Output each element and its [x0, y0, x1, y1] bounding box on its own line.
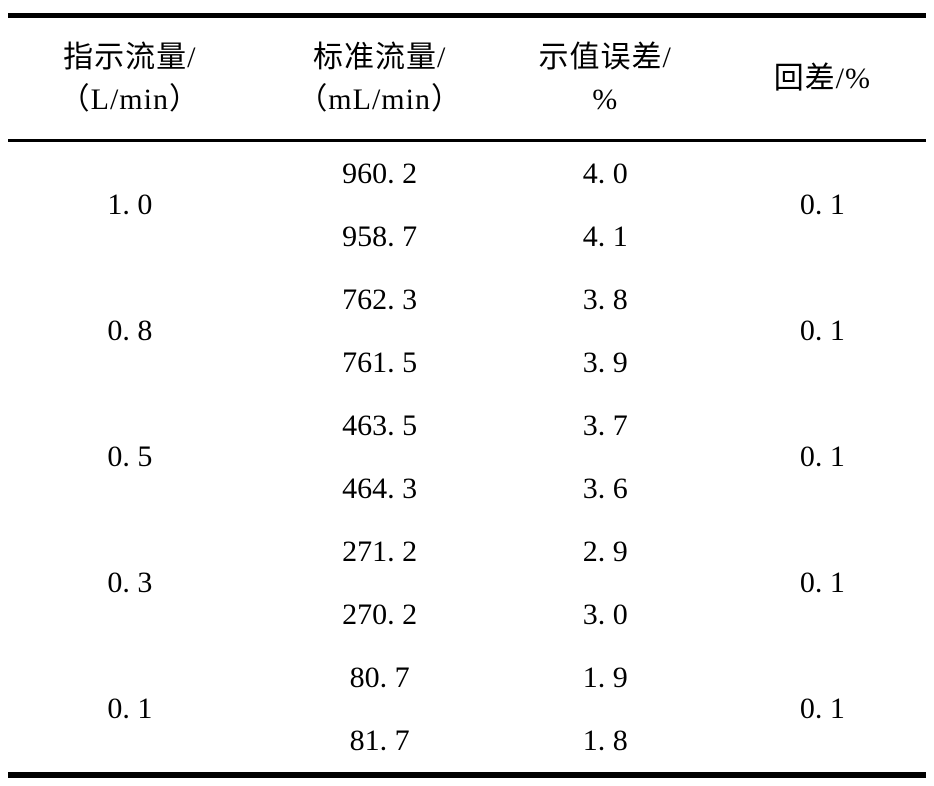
indication-error-cell: 2. 9 3. 0 [500, 520, 711, 646]
indicated-flow-value: 0. 5 [107, 440, 153, 473]
indication-error-cell: 4. 0 4. 1 [500, 142, 711, 268]
standard-flow-cell: 960. 2 958. 7 [260, 142, 500, 268]
top-margin [0, 0, 934, 13]
indicated-flow-value: 0. 3 [107, 566, 153, 599]
header-hysteresis-title: 回差/% [773, 61, 872, 95]
standard-flow-value: 762. 3 [342, 282, 418, 316]
standard-flow-cell: 762. 3 761. 5 [260, 268, 500, 394]
indicated-flow-cell: 0. 5 [0, 394, 260, 520]
hysteresis-value: 0. 1 [799, 692, 845, 725]
standard-flow-value: 958. 7 [342, 219, 418, 253]
hysteresis-cell: 0. 1 [711, 646, 934, 772]
hysteresis-cell: 0. 1 [711, 394, 934, 520]
standard-flow-value: 80. 7 [349, 660, 410, 694]
indicated-flow-cell: 0. 1 [0, 646, 260, 772]
hysteresis-value: 0. 1 [799, 188, 845, 221]
header-indication-error-title: 示值误差/ [538, 40, 672, 74]
table-header-row: 指示流量/ （L/min） 标准流量/ （mL/min） 示值误差/ % 回差/… [0, 18, 934, 139]
indication-error-value: 3. 8 [582, 282, 628, 316]
header-indicated-flow: 指示流量/ （L/min） [0, 18, 260, 139]
indication-error-value: 3. 0 [582, 597, 628, 631]
header-hysteresis: 回差/% [711, 18, 934, 139]
standard-flow-cell: 271. 2 270. 2 [260, 520, 500, 646]
header-indicated-flow-unit: （L/min） [59, 82, 200, 116]
hysteresis-value: 0. 1 [799, 440, 845, 473]
table-bottom-rule [8, 772, 926, 778]
indication-error-cell: 1. 9 1. 8 [500, 646, 711, 772]
hysteresis-value: 0. 1 [799, 314, 845, 347]
indication-error-value: 3. 6 [582, 471, 628, 505]
indication-error-value: 4. 0 [582, 156, 628, 190]
hysteresis-cell: 0. 1 [711, 268, 934, 394]
table-body: 1. 0 960. 2 958. 7 4. 0 4. 1 0. 1 0. 8 7… [0, 142, 934, 772]
table-top-rule [8, 13, 926, 18]
table-row-group-4: 0. 3 271. 2 270. 2 2. 9 3. 0 0. 1 [0, 520, 934, 646]
table-header-rule [8, 139, 926, 142]
indicated-flow-value: 0. 8 [107, 314, 153, 347]
indication-error-value: 1. 9 [582, 660, 628, 694]
standard-flow-value: 81. 7 [349, 723, 410, 757]
standard-flow-value: 464. 3 [342, 471, 418, 505]
hysteresis-value: 0. 1 [799, 566, 845, 599]
header-indication-error: 示值误差/ % [500, 18, 711, 139]
standard-flow-cell: 463. 5 464. 3 [260, 394, 500, 520]
standard-flow-value: 271. 2 [342, 534, 418, 568]
standard-flow-value: 960. 2 [342, 156, 418, 190]
header-indicated-flow-title: 指示流量/ [63, 40, 197, 74]
indicated-flow-cell: 0. 8 [0, 268, 260, 394]
standard-flow-value: 463. 5 [342, 408, 418, 442]
table-row-group-5: 0. 1 80. 7 81. 7 1. 9 1. 8 0. 1 [0, 646, 934, 772]
indication-error-value: 2. 9 [582, 534, 628, 568]
hysteresis-cell: 0. 1 [711, 520, 934, 646]
standard-flow-cell: 80. 7 81. 7 [260, 646, 500, 772]
indication-error-cell: 3. 8 3. 9 [500, 268, 711, 394]
indication-error-value: 1. 8 [582, 723, 628, 757]
indicated-flow-value: 1. 0 [107, 188, 153, 221]
header-indication-error-unit: % [592, 82, 619, 116]
indication-error-value: 4. 1 [582, 219, 628, 253]
table-row-group-3: 0. 5 463. 5 464. 3 3. 7 3. 6 0. 1 [0, 394, 934, 520]
header-standard-flow-title: 标准流量/ [312, 40, 447, 74]
header-standard-flow: 标准流量/ （mL/min） [260, 18, 500, 139]
header-standard-flow-unit: （mL/min） [297, 82, 462, 116]
indicated-flow-cell: 0. 3 [0, 520, 260, 646]
standard-flow-value: 270. 2 [342, 597, 418, 631]
indication-error-value: 3. 7 [582, 408, 628, 442]
indicated-flow-value: 0. 1 [107, 692, 153, 725]
standard-flow-value: 761. 5 [342, 345, 418, 379]
table-row-group-1: 1. 0 960. 2 958. 7 4. 0 4. 1 0. 1 [0, 142, 934, 268]
hysteresis-cell: 0. 1 [711, 142, 934, 268]
indicated-flow-cell: 1. 0 [0, 142, 260, 268]
table-row-group-2: 0. 8 762. 3 761. 5 3. 8 3. 9 0. 1 [0, 268, 934, 394]
indication-error-cell: 3. 7 3. 6 [500, 394, 711, 520]
indication-error-value: 3. 9 [582, 345, 628, 379]
